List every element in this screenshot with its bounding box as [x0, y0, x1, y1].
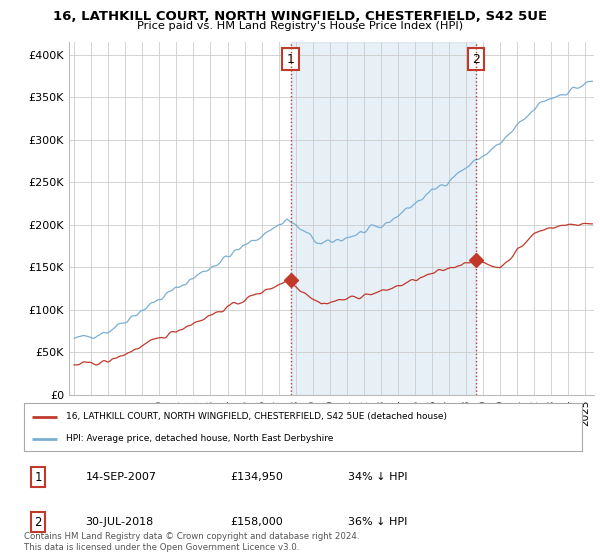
Text: £134,950: £134,950 [230, 473, 283, 482]
Text: Contains HM Land Registry data © Crown copyright and database right 2024.
This d: Contains HM Land Registry data © Crown c… [24, 532, 359, 552]
Text: 30-JUL-2018: 30-JUL-2018 [85, 517, 154, 527]
Text: 2: 2 [34, 516, 42, 529]
Text: Price paid vs. HM Land Registry's House Price Index (HPI): Price paid vs. HM Land Registry's House … [137, 21, 463, 31]
Text: 36% ↓ HPI: 36% ↓ HPI [347, 517, 407, 527]
Text: 16, LATHKILL COURT, NORTH WINGFIELD, CHESTERFIELD, S42 5UE: 16, LATHKILL COURT, NORTH WINGFIELD, CHE… [53, 10, 547, 23]
Text: 34% ↓ HPI: 34% ↓ HPI [347, 473, 407, 482]
Text: 16, LATHKILL COURT, NORTH WINGFIELD, CHESTERFIELD, S42 5UE (detached house): 16, LATHKILL COURT, NORTH WINGFIELD, CHE… [66, 412, 447, 421]
Text: 2: 2 [472, 53, 480, 66]
Text: 1: 1 [34, 471, 42, 484]
Text: 1: 1 [287, 53, 295, 66]
Text: £158,000: £158,000 [230, 517, 283, 527]
Text: HPI: Average price, detached house, North East Derbyshire: HPI: Average price, detached house, Nort… [66, 435, 333, 444]
Text: 14-SEP-2007: 14-SEP-2007 [85, 473, 157, 482]
Bar [291, 42, 476, 395]
